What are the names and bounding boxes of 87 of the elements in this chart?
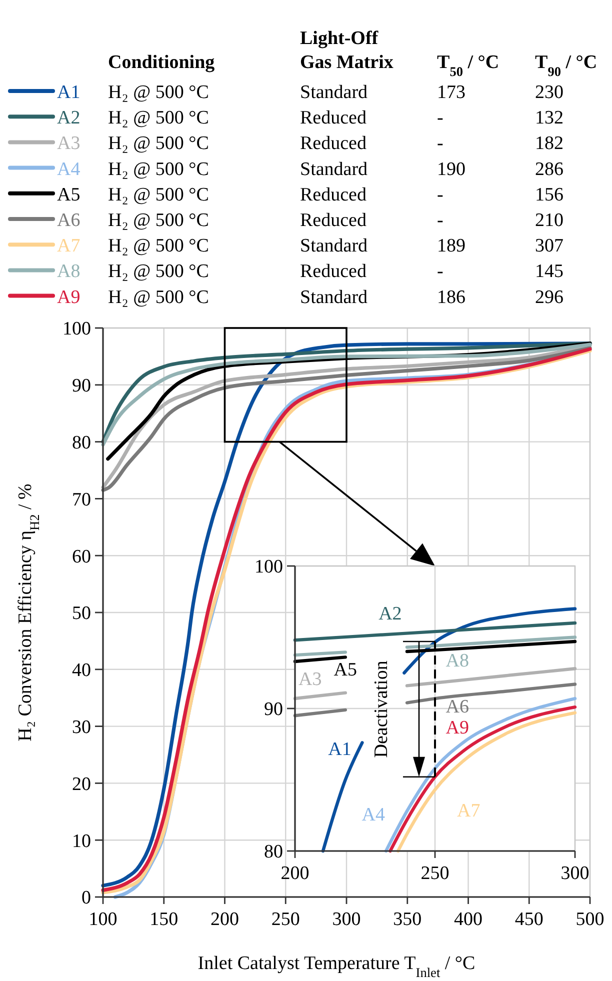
legend-label: A8 bbox=[57, 261, 80, 282]
text: 296 bbox=[535, 286, 564, 308]
text: 307 bbox=[535, 236, 564, 257]
text: - bbox=[437, 210, 444, 231]
x-tick-label: 250 bbox=[271, 909, 300, 930]
x-tick-label: 400 bbox=[454, 909, 482, 930]
line-series bbox=[293, 621, 577, 642]
x-tick-label: 350 bbox=[393, 909, 422, 930]
legend-label: A3 bbox=[57, 133, 80, 154]
y-tick-label: 90 bbox=[72, 376, 91, 397]
text: - bbox=[437, 261, 444, 282]
legend-label: A2 bbox=[57, 108, 80, 129]
text: Conditioning bbox=[108, 52, 216, 73]
text: T$_{90}$ / °C bbox=[535, 52, 598, 78]
text: Reduced bbox=[300, 184, 367, 206]
text: - bbox=[437, 133, 444, 154]
legend-label: A7 bbox=[57, 236, 80, 257]
text: Standard bbox=[300, 158, 368, 180]
text: H₂ @ 500 °C bbox=[108, 286, 209, 308]
y-tick-label: 10 bbox=[72, 830, 91, 852]
text: T$_{50}$ / °C bbox=[437, 52, 500, 78]
text: 230 bbox=[535, 82, 564, 103]
text: H₂ @ 500 °C bbox=[108, 108, 209, 129]
series-label: A9 bbox=[446, 718, 470, 739]
series-label: A7 bbox=[456, 800, 480, 822]
text: Light-Off Gas Matrix bbox=[300, 28, 394, 73]
y-tick-label: 100 bbox=[254, 556, 283, 578]
y-tick-label: 80 bbox=[264, 842, 283, 863]
legend-label: A4 bbox=[57, 158, 81, 180]
text: 286 bbox=[535, 158, 564, 180]
text: 145 bbox=[535, 261, 564, 282]
series-label: A2 bbox=[378, 604, 402, 625]
text: Reduced bbox=[300, 210, 367, 231]
text: 156 bbox=[535, 184, 564, 206]
series-label: A1 bbox=[328, 739, 352, 760]
legend-label: A6 bbox=[57, 210, 80, 231]
text: 132 bbox=[535, 108, 564, 129]
text: 186 bbox=[437, 286, 466, 308]
x-tick-label: 300 bbox=[332, 909, 361, 930]
x-tick-label: 200 bbox=[280, 863, 310, 884]
x-tick-label: 150 bbox=[150, 909, 178, 930]
series-label: A6 bbox=[446, 696, 470, 718]
y-tick-label: 90 bbox=[264, 699, 283, 720]
y-tick-label: 50 bbox=[72, 603, 91, 624]
text: Reduced bbox=[300, 108, 367, 129]
text: H₂ @ 500 °C bbox=[108, 184, 209, 206]
y-tick-label: 100 bbox=[62, 318, 91, 340]
y-tick-label: 0 bbox=[82, 888, 91, 909]
text: Standard bbox=[300, 236, 368, 257]
series-label: A4 bbox=[362, 804, 386, 826]
series-label: A5 bbox=[334, 659, 358, 680]
x-tick-label: 200 bbox=[210, 909, 239, 930]
text: - bbox=[437, 184, 444, 206]
text: 189 bbox=[437, 236, 466, 257]
series-label: A8 bbox=[446, 650, 470, 672]
y-tick-label: 30 bbox=[72, 716, 91, 738]
text: H₂ @ 500 °C bbox=[108, 158, 209, 180]
y-tick-label: 20 bbox=[72, 774, 91, 795]
text: H₂ @ 500 °C bbox=[108, 261, 209, 282]
x-tick-label: 300 bbox=[560, 863, 590, 884]
text: Reduced bbox=[300, 133, 367, 154]
legend-label: A5 bbox=[57, 184, 80, 206]
annotation: Deactivation bbox=[371, 660, 392, 758]
text: 173 bbox=[437, 82, 466, 103]
text: H₂ @ 500 °C bbox=[108, 133, 209, 154]
text: H₂ @ 500 °C bbox=[108, 236, 209, 257]
legend-label: A9 bbox=[57, 286, 80, 308]
x-tick-label: 450 bbox=[514, 909, 544, 930]
y-tick-label: 60 bbox=[72, 546, 91, 568]
text: 190 bbox=[437, 158, 466, 180]
x-tick-label: 100 bbox=[88, 909, 118, 930]
y-tick-label: 80 bbox=[72, 432, 91, 454]
x-axis-title: Inlet Catalyst Temperature T$_{Inlet}$ / °C bbox=[198, 953, 476, 980]
text: 182 bbox=[535, 133, 564, 154]
text: H₂ @ 500 °C bbox=[108, 82, 209, 103]
y-tick-label: 70 bbox=[72, 489, 91, 510]
x-tick-label: 250 bbox=[420, 863, 450, 884]
text: H₂ @ 500 °C bbox=[108, 210, 209, 231]
text: Reduced bbox=[300, 261, 367, 282]
y-tick-label: 40 bbox=[72, 660, 91, 682]
text: 210 bbox=[535, 210, 564, 231]
text: Standard bbox=[300, 286, 368, 308]
text: - bbox=[437, 108, 444, 129]
x-tick-label: 500 bbox=[576, 909, 604, 930]
series-label: A3 bbox=[298, 669, 322, 690]
text: Standard bbox=[300, 82, 368, 103]
legend-label: A1 bbox=[57, 82, 80, 103]
